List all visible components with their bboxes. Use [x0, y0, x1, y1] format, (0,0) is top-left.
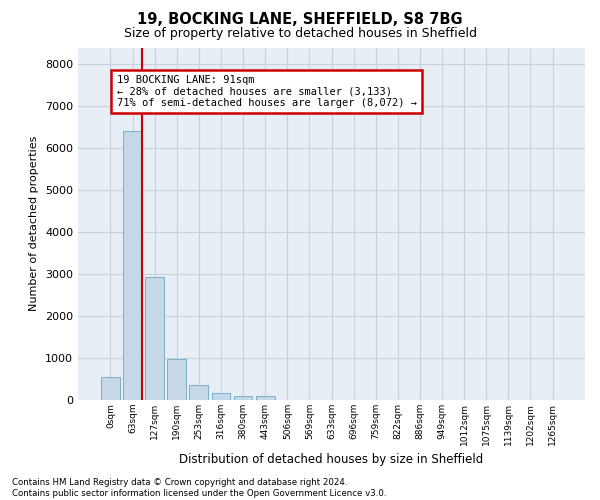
Bar	[101, 376, 120, 400]
Text: Size of property relative to detached houses in Sheffield: Size of property relative to detached ho…	[124, 28, 476, 40]
Bar	[212, 392, 230, 400]
X-axis label: Distribution of detached houses by size in Sheffield: Distribution of detached houses by size …	[179, 453, 484, 466]
Bar	[233, 396, 253, 400]
Text: Contains HM Land Registry data © Crown copyright and database right 2024.
Contai: Contains HM Land Registry data © Crown c…	[12, 478, 386, 498]
Bar	[167, 359, 186, 400]
Bar	[123, 130, 142, 400]
Text: 19 BOCKING LANE: 91sqm
← 28% of detached houses are smaller (3,133)
71% of semi-: 19 BOCKING LANE: 91sqm ← 28% of detached…	[116, 75, 416, 108]
Y-axis label: Number of detached properties: Number of detached properties	[29, 136, 40, 312]
Bar	[145, 278, 164, 400]
Bar	[190, 385, 208, 400]
Bar	[256, 396, 275, 400]
Text: 19, BOCKING LANE, SHEFFIELD, S8 7BG: 19, BOCKING LANE, SHEFFIELD, S8 7BG	[137, 12, 463, 28]
